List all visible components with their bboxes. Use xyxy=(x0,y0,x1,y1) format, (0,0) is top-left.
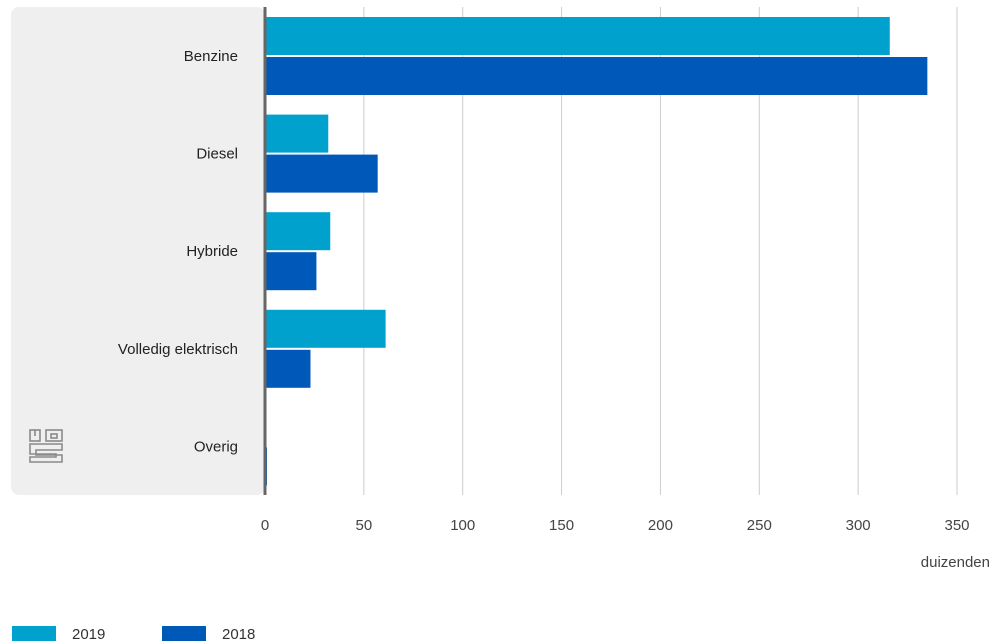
legend-label: 2018 xyxy=(222,626,255,643)
legend-label: 2019 xyxy=(72,626,105,643)
x-tick-label: 100 xyxy=(450,517,475,534)
bar-2018-diesel xyxy=(265,154,378,193)
x-tick-label: 0 xyxy=(261,517,269,534)
bar-2018-benzine xyxy=(265,57,928,95)
bar-2019-benzine xyxy=(265,17,890,55)
x-tick-label: 350 xyxy=(944,517,969,534)
legend-swatch xyxy=(12,626,56,641)
category-label: Hybride xyxy=(186,243,238,260)
x-tick-label: 250 xyxy=(747,517,772,534)
x-tick-labels: 0 50 100 150 200 250 300 350 xyxy=(261,517,970,534)
x-tick-label: 300 xyxy=(846,517,871,534)
legend-swatch xyxy=(162,626,206,641)
category-labels: Benzine Diesel Hybride Volledig elektrisch O… xyxy=(118,48,238,455)
category-label: Diesel xyxy=(196,146,238,163)
cbs-logo-icon xyxy=(29,429,63,463)
bar-2019-volledig-elektrisch xyxy=(265,309,386,348)
bar-2019-hybride xyxy=(265,212,331,251)
x-tick-label: 150 xyxy=(549,517,574,534)
legend: 2019 2018 xyxy=(12,626,255,643)
bar-2019-diesel xyxy=(265,114,329,153)
bar-2018-volledig-elektrisch xyxy=(265,349,311,388)
category-label: Overig xyxy=(194,438,238,455)
category-label: Benzine xyxy=(184,48,238,65)
bars xyxy=(265,17,928,486)
category-label: Volledig elektrisch xyxy=(118,341,238,358)
gridlines xyxy=(363,7,958,495)
bar-2018-hybride xyxy=(265,252,317,291)
x-unit-label: duizenden xyxy=(921,554,990,571)
category-panel-background xyxy=(11,7,265,495)
x-tick-label: 50 xyxy=(356,517,373,534)
x-tick-label: 200 xyxy=(648,517,673,534)
